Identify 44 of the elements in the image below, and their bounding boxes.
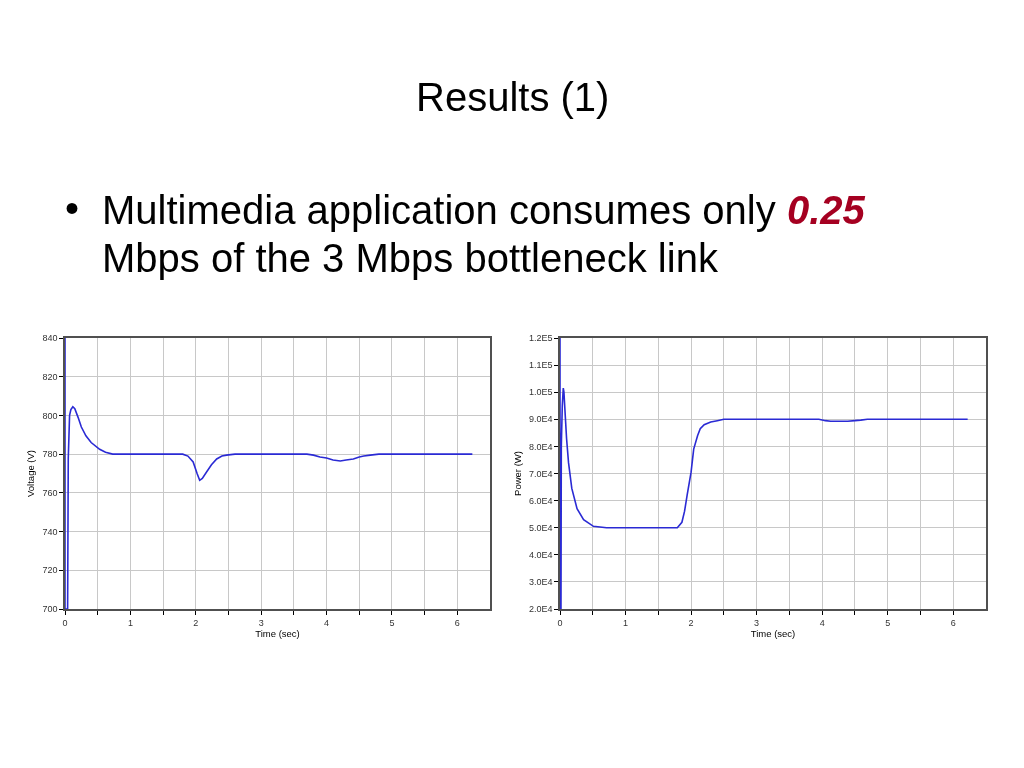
line-series xyxy=(560,338,969,609)
y-axis-title: Voltage (V) xyxy=(25,450,37,497)
y-tick-label: 740 xyxy=(42,526,58,537)
y-tick-label: 9.0E4 xyxy=(528,414,553,425)
y-tick-label: 3.0E4 xyxy=(528,577,553,588)
line-series xyxy=(65,338,474,609)
x-tick-label: 2 xyxy=(688,617,694,628)
text: 0.25 xyxy=(787,188,866,232)
y-tick-label: 760 xyxy=(42,488,58,499)
y-axis-title: Power (W) xyxy=(511,451,523,496)
y-tick-label: 820 xyxy=(42,371,58,382)
text: • xyxy=(65,186,80,230)
y-tick-label: 5.0E4 xyxy=(528,522,553,533)
x-tick-label: 6 xyxy=(950,617,956,628)
x-tick-label: 4 xyxy=(819,617,825,628)
y-tick-label: 4.0E4 xyxy=(528,549,553,560)
y-tick-label: 6.0E4 xyxy=(528,495,553,506)
x-tick-label: 0 xyxy=(557,617,563,628)
x-tick-label: 6 xyxy=(454,617,460,628)
y-tick-label: 800 xyxy=(42,410,58,421)
x-tick-label: 3 xyxy=(258,617,264,628)
text: Multimedia application consumes only xyxy=(102,188,776,232)
y-tick-label: 1.1E5 xyxy=(528,360,553,371)
y-tick-label: 700 xyxy=(42,604,58,615)
x-tick-label: 2 xyxy=(193,617,199,628)
y-tick-label: 8.0E4 xyxy=(528,441,553,452)
y-tick-label: 1.0E5 xyxy=(528,387,553,398)
x-tick-label: 1 xyxy=(623,617,629,628)
y-tick-label: 2.0E4 xyxy=(528,604,553,615)
x-tick-label: 0 xyxy=(62,617,68,628)
x-tick-label: 3 xyxy=(754,617,760,628)
text: Results (1) xyxy=(416,75,610,119)
x-tick-label: 4 xyxy=(324,617,330,628)
x-tick-label: 1 xyxy=(127,617,133,628)
x-tick-label: 5 xyxy=(389,617,395,628)
x-axis-title: Time (sec) xyxy=(750,628,796,640)
x-tick-label: 5 xyxy=(885,617,891,628)
y-tick-label: 1.2E5 xyxy=(528,333,553,344)
y-tick-label: 7.0E4 xyxy=(528,468,553,479)
x-axis-title: Time (sec) xyxy=(255,628,300,640)
y-tick-label: 780 xyxy=(42,449,58,460)
y-tick-label: 840 xyxy=(42,333,58,344)
text: Mbps of the 3 Mbps bottleneck link xyxy=(102,236,719,280)
y-tick-label: 720 xyxy=(42,565,58,576)
